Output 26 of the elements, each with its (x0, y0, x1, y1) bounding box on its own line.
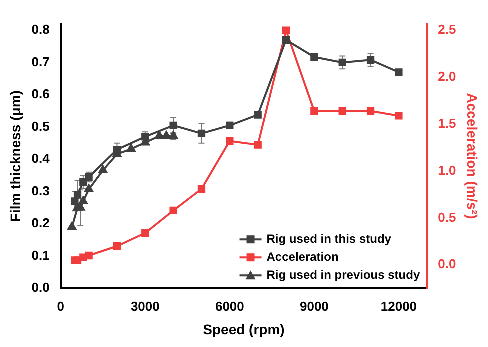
y-tick-label: 0.2 (32, 216, 50, 231)
legend-label: Rig used in this study (266, 232, 392, 246)
x-tick-label: 9000 (300, 298, 329, 314)
y-tick-label: 0.0 (32, 280, 50, 296)
x-tick-label: 6000 (215, 298, 244, 314)
y-axis-title: Film thickness (μm) (7, 90, 24, 222)
y-tick-label: 0.8 (32, 22, 50, 38)
y2-tick-label: 0.0 (438, 256, 456, 272)
x-tick-label: 12000 (380, 298, 418, 314)
y2-tick-label: 1.5 (438, 116, 456, 131)
y-tick-label: 0.7 (32, 54, 50, 70)
y2-axis-title: Acceleration (m/s²) (464, 93, 481, 220)
y-tick-label: 0.3 (32, 183, 50, 198)
y2-tick-label: 2.0 (438, 69, 456, 84)
y-tick-label: 0.6 (32, 86, 50, 102)
y2-tick-label: 1.0 (438, 162, 456, 178)
legend-label: Acceleration (266, 250, 339, 264)
legend-label: Rig used in previous study (266, 268, 420, 282)
y-tick-label: 0.5 (32, 118, 50, 134)
y2-tick-label: 2.5 (438, 22, 456, 38)
x-axis-title: Speed (rpm) (203, 321, 285, 338)
y2-tick-label: 0.5 (438, 210, 456, 225)
y-tick-label: 0.4 (32, 151, 51, 166)
x-tick-label: 0 (57, 298, 64, 314)
y-tick-label: 0.1 (32, 248, 50, 263)
x-tick-label: 3000 (130, 298, 160, 314)
